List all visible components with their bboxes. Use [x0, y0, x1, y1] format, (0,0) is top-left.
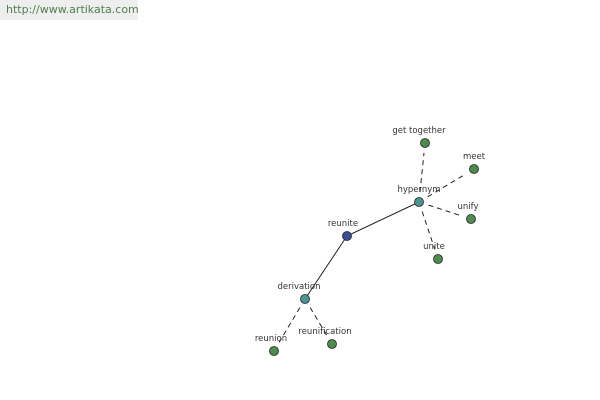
node-label: reunite [328, 219, 358, 229]
dashed-edge [421, 211, 436, 250]
node [300, 294, 310, 304]
node-label: reunion [255, 334, 287, 344]
node [433, 254, 443, 264]
dashed-edge [278, 307, 301, 343]
node [269, 346, 279, 356]
site-url[interactable]: http://www.artikata.com [0, 0, 139, 20]
node [327, 339, 337, 349]
node [414, 197, 424, 207]
node-label: unify [457, 202, 478, 212]
edge [346, 201, 420, 237]
dashed-edge [427, 173, 466, 198]
node-label: meet [463, 152, 486, 162]
node-label: hypernym [397, 185, 440, 195]
dashed-edge [419, 152, 425, 193]
node [342, 231, 352, 241]
node [469, 164, 479, 174]
node-label: unite [423, 242, 445, 252]
node-label: reunification [298, 327, 351, 337]
dashed-edge [428, 204, 462, 217]
node-label: derivation [277, 282, 320, 292]
node-label: get together [392, 126, 446, 136]
node [466, 214, 476, 224]
node [420, 138, 430, 148]
edge [304, 235, 348, 300]
dashed-edge [309, 307, 328, 336]
